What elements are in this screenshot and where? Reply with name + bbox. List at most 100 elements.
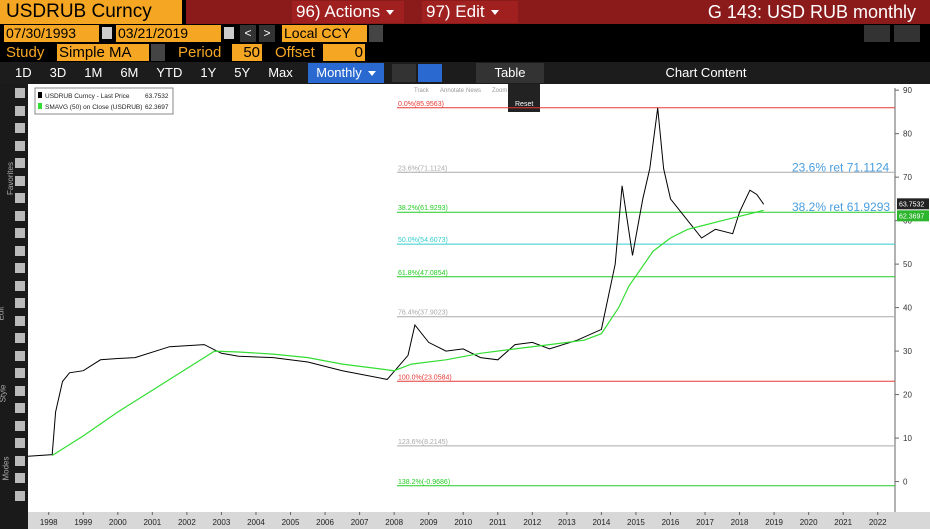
sub-tool[interactable]: Annotate: [440, 88, 465, 94]
x-tick-label: 1999: [74, 518, 92, 527]
sub-tool[interactable]: Track: [414, 88, 430, 94]
undo-button[interactable]: [864, 25, 890, 42]
tool-icon[interactable]: [15, 280, 25, 291]
legend-swatch: [38, 103, 42, 109]
range-button[interactable]: 1M: [84, 65, 103, 80]
screen-title: G 143: USD RUB monthly: [707, 2, 916, 22]
fib-label: 100.0%(23.0584): [398, 374, 452, 381]
tool-icon[interactable]: [15, 140, 25, 151]
calendar-icon[interactable]: [224, 27, 234, 39]
x-tick-label: 2003: [213, 518, 231, 527]
legend-box: [34, 87, 174, 115]
x-tick-label: 2008: [385, 518, 403, 527]
y-tick-label: 70: [903, 173, 912, 182]
side-label: Style: [0, 384, 8, 403]
bar-icon[interactable]: [418, 64, 442, 82]
tool-icon[interactable]: [15, 263, 25, 273]
fib-label: 123.6%(8.2145): [398, 439, 448, 446]
tool-icon[interactable]: [15, 315, 25, 326]
edit-menu[interactable]: 97) Edit: [422, 1, 518, 23]
chart: TrackAnnotateNewsZoomReset01020304050607…: [28, 84, 930, 529]
tool-icon[interactable]: [15, 385, 25, 396]
table-button[interactable]: Table: [476, 63, 544, 83]
x-tick-label: 2012: [523, 518, 541, 527]
frequency[interactable]: Monthly: [308, 63, 384, 83]
y-tick-label: 20: [903, 391, 912, 400]
range-button[interactable]: 5Y: [234, 65, 251, 80]
end-date[interactable]: 03/21/2019: [116, 25, 221, 42]
legend-swatch: [38, 92, 42, 98]
tool-icon[interactable]: [15, 158, 25, 168]
x-tick-label: 2001: [143, 518, 161, 527]
range-button[interactable]: 3D: [49, 65, 67, 80]
tool-icon[interactable]: [15, 193, 25, 203]
offset[interactable]: 0: [323, 44, 365, 61]
redo-button[interactable]: [894, 25, 920, 42]
x-tick-label: 2002: [178, 518, 196, 527]
calendar-icon[interactable]: [102, 27, 112, 39]
security[interactable]: USDRUB Curncy: [0, 0, 182, 24]
tool-icon[interactable]: [15, 490, 25, 501]
tool-icon[interactable]: [15, 350, 25, 361]
line-icon[interactable]: [392, 64, 416, 82]
range-button[interactable]: 6M: [120, 65, 139, 80]
tool-icon[interactable]: [15, 455, 25, 466]
study[interactable]: Simple MA: [57, 44, 149, 61]
x-tick-label: 2000: [109, 518, 127, 527]
tool-icon[interactable]: [15, 298, 25, 308]
chart-content[interactable]: Chart Content: [665, 65, 747, 80]
period-label: Period: [178, 44, 222, 61]
fib-label: 61.8%(47.0854): [398, 270, 448, 277]
start-date[interactable]: 07/30/1993: [4, 25, 99, 42]
legend-name: USDRUB Curncy - Last Price: [45, 93, 130, 100]
tool-icon[interactable]: [15, 333, 25, 343]
tool-icon[interactable]: [15, 123, 25, 133]
y-tick-label: 80: [903, 130, 912, 139]
sub-tool[interactable]: Zoom: [492, 88, 507, 94]
series-line: [51, 209, 764, 457]
x-tick-label: 2010: [454, 518, 472, 527]
tool-icon[interactable]: [15, 473, 25, 483]
side-label: Modes: [1, 456, 11, 481]
range-button[interactable]: 1Y: [200, 65, 217, 80]
currency[interactable]: Local CCY: [282, 25, 367, 42]
x-tick-label: 2005: [282, 518, 300, 527]
range-button[interactable]: Max: [268, 65, 293, 80]
annotation: 38.2% ret 61.9293: [792, 200, 890, 214]
fib-label: 0.0%(85.9563): [398, 101, 444, 108]
study-dropdown[interactable]: [151, 44, 165, 61]
tool-icon[interactable]: [15, 420, 25, 431]
next-button[interactable]: >: [259, 25, 275, 42]
actions-menu[interactable]: 96) Actions: [292, 1, 404, 23]
range-button[interactable]: 1D: [15, 65, 32, 80]
tool-icon[interactable]: [15, 228, 25, 238]
reset[interactable]: Reset: [515, 101, 533, 108]
tool-icon[interactable]: [15, 403, 25, 413]
x-tick-label: 2007: [351, 518, 369, 527]
tool-icon[interactable]: [15, 245, 25, 256]
period[interactable]: 50: [232, 44, 262, 61]
legend-name: SMAVG (50) on Close (USDRUB): [45, 104, 142, 111]
study-label: Study: [6, 44, 45, 61]
tool-icon[interactable]: [15, 175, 25, 186]
tool-icon[interactable]: [15, 105, 25, 116]
range-button[interactable]: YTD: [156, 65, 183, 80]
last-badge-text: 63.7532: [899, 201, 924, 208]
sub-tool[interactable]: News: [466, 88, 481, 94]
y-tick-label: 30: [903, 347, 912, 356]
tool-icon[interactable]: [15, 210, 25, 221]
prev-button[interactable]: <: [240, 25, 256, 42]
tool-icon[interactable]: [15, 438, 25, 448]
tool-icon[interactable]: [15, 88, 25, 98]
tool-icon[interactable]: [15, 368, 25, 378]
plot-background: [28, 84, 930, 512]
side-label: Favorites: [5, 162, 15, 195]
actions-text: 96) Actions: [296, 2, 381, 21]
currency-dropdown[interactable]: [369, 25, 383, 42]
x-tick-label: 2004: [247, 518, 265, 527]
x-tick-label: 2009: [420, 518, 438, 527]
x-tick-label: 2015: [627, 518, 645, 527]
fib-label: 50.0%(54.6073): [398, 237, 448, 244]
x-tick-label: 2006: [316, 518, 334, 527]
